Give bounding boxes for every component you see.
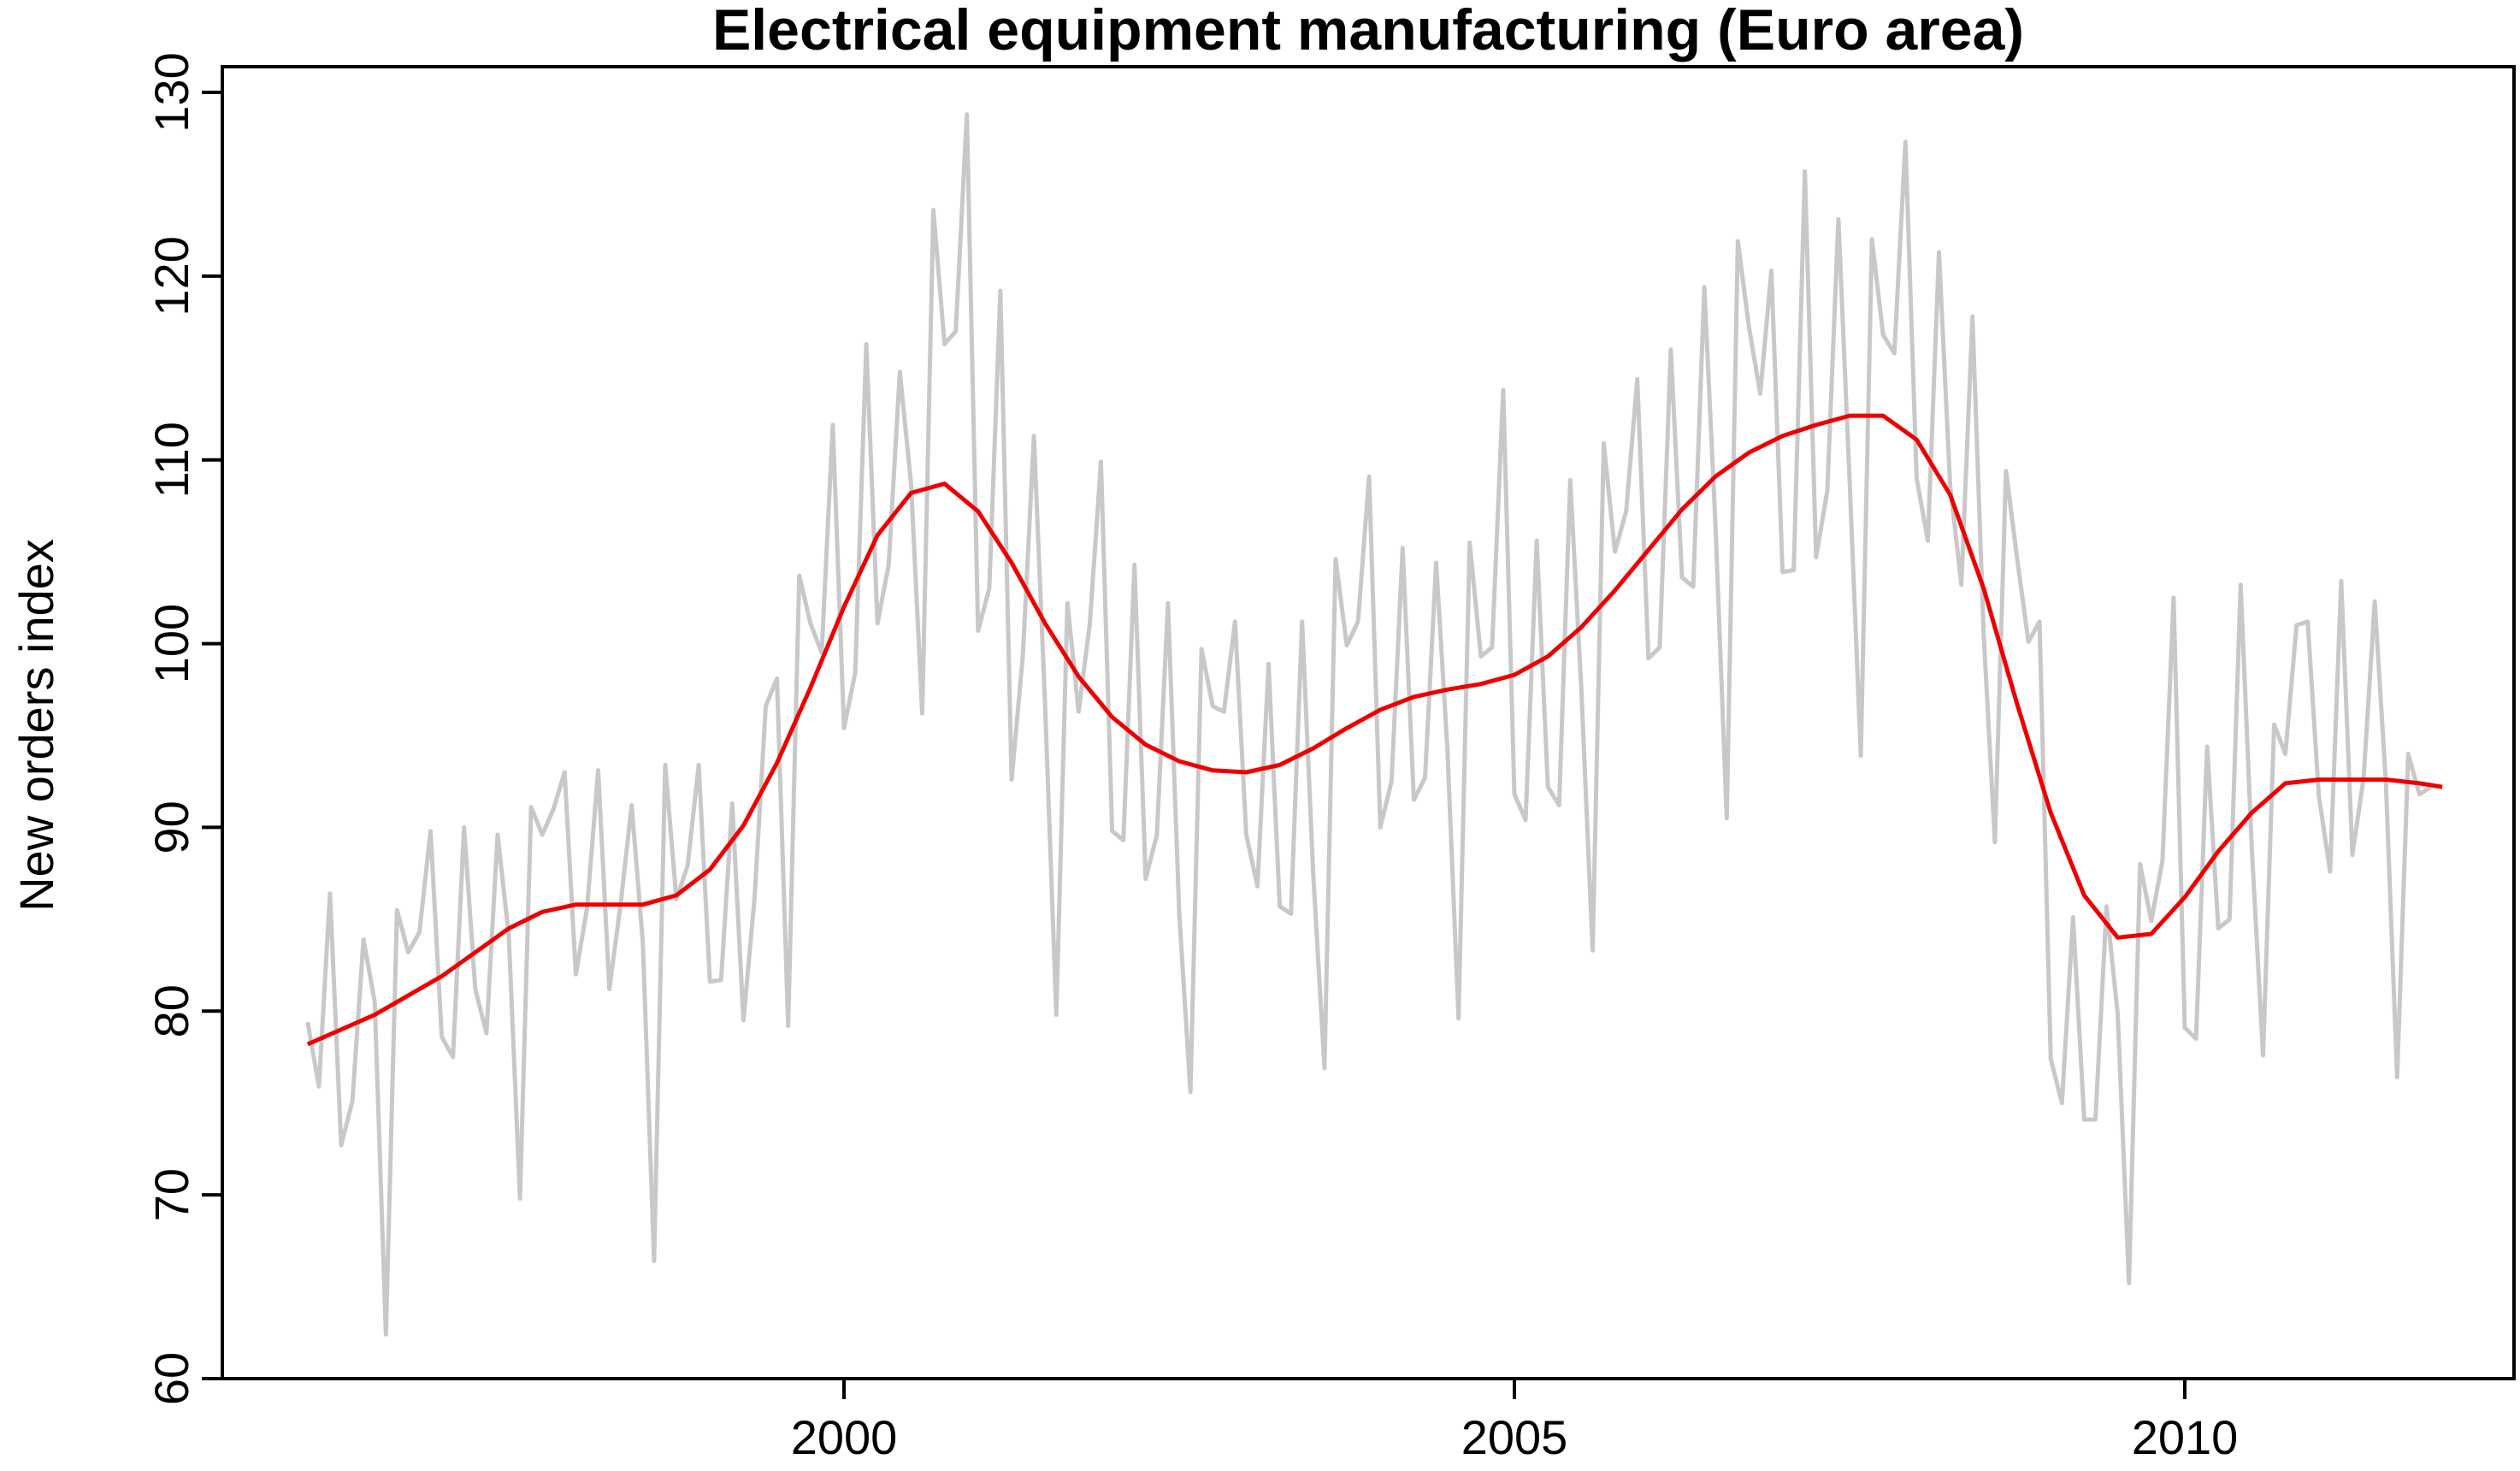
plot-frame: [221, 65, 2516, 1380]
y-tick-label: 70: [145, 1168, 198, 1221]
y-tick-label: 90: [145, 800, 198, 854]
x-tick-label: 2000: [791, 1410, 898, 1464]
plot-area: [305, 112, 2443, 1337]
axes: 60 70 80 90 100 110 120 130 2000 2005 2010: [145, 52, 2516, 1464]
y-tick-label: 80: [145, 984, 198, 1037]
chart-title: Electrical equipment manufacturing (Euro…: [712, 0, 2024, 62]
x-tick-label: 2005: [1461, 1410, 1568, 1464]
x-tick-label: 2010: [2132, 1410, 2239, 1464]
y-tick-label: 130: [145, 52, 198, 132]
y-axis-label: New orders index: [9, 539, 63, 912]
series-line-trend: [306, 413, 2443, 1047]
y-tick-label: 110: [145, 422, 198, 498]
y-tick-label: 60: [145, 1352, 198, 1405]
y-tick-label: 100: [145, 604, 198, 683]
series-line-monthly: [305, 112, 2432, 1337]
y-tick-label: 120: [145, 236, 198, 316]
